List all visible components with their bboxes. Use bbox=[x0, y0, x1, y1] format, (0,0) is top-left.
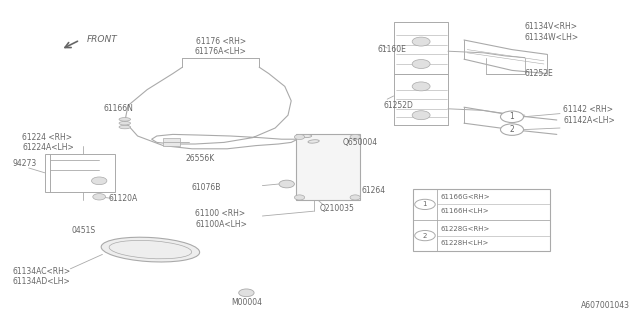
Circle shape bbox=[412, 60, 430, 68]
Text: 0451S: 0451S bbox=[71, 226, 95, 235]
Text: Q210035: Q210035 bbox=[320, 204, 355, 212]
Circle shape bbox=[350, 134, 360, 140]
Text: 61100 <RH>
61100A<LH>: 61100 <RH> 61100A<LH> bbox=[195, 210, 247, 229]
Bar bbox=[413, 189, 550, 251]
Circle shape bbox=[239, 289, 254, 297]
Circle shape bbox=[93, 194, 106, 200]
Text: 61160E: 61160E bbox=[378, 45, 406, 54]
Circle shape bbox=[415, 230, 435, 241]
Text: 61264: 61264 bbox=[362, 186, 386, 195]
Text: 61120A: 61120A bbox=[109, 194, 138, 203]
Text: 61228H<LH>: 61228H<LH> bbox=[440, 240, 489, 246]
Text: 2: 2 bbox=[509, 125, 515, 134]
Text: 1: 1 bbox=[422, 201, 428, 207]
Text: 61224 <RH>
61224A<LH>: 61224 <RH> 61224A<LH> bbox=[22, 133, 74, 152]
Text: M00004: M00004 bbox=[231, 298, 262, 307]
Text: FRONT: FRONT bbox=[86, 35, 117, 44]
Bar bbox=[163, 138, 180, 142]
Circle shape bbox=[294, 195, 305, 200]
Text: 26556K: 26556K bbox=[186, 154, 215, 163]
Text: 61166N: 61166N bbox=[104, 104, 133, 113]
Text: 61076B: 61076B bbox=[192, 183, 221, 192]
Circle shape bbox=[92, 177, 107, 185]
Circle shape bbox=[294, 134, 305, 140]
Bar bbox=[296, 134, 360, 200]
Ellipse shape bbox=[101, 237, 200, 262]
Circle shape bbox=[350, 195, 360, 200]
Text: 61252D: 61252D bbox=[384, 101, 414, 110]
Text: 61228G<RH>: 61228G<RH> bbox=[440, 226, 490, 232]
Circle shape bbox=[500, 111, 524, 123]
Text: 61176 <RH>
61176A<LH>: 61176 <RH> 61176A<LH> bbox=[195, 37, 247, 56]
Text: A607001043: A607001043 bbox=[581, 301, 630, 310]
Text: 61134AC<RH>
61134AD<LH>: 61134AC<RH> 61134AD<LH> bbox=[13, 267, 71, 286]
Text: 61166G<RH>: 61166G<RH> bbox=[440, 194, 490, 200]
Circle shape bbox=[412, 82, 430, 91]
Ellipse shape bbox=[119, 118, 131, 121]
Circle shape bbox=[412, 37, 430, 46]
Text: 61142 <RH>
61142A<LH>: 61142 <RH> 61142A<LH> bbox=[563, 106, 615, 125]
Text: 1: 1 bbox=[509, 112, 515, 121]
Text: 61166H<LH>: 61166H<LH> bbox=[440, 208, 489, 214]
Text: 2: 2 bbox=[423, 233, 427, 239]
Ellipse shape bbox=[119, 121, 131, 125]
Ellipse shape bbox=[308, 140, 319, 143]
Circle shape bbox=[412, 111, 430, 120]
Bar bbox=[45, 154, 115, 192]
Circle shape bbox=[500, 124, 524, 135]
Text: 94273: 94273 bbox=[13, 159, 37, 168]
Ellipse shape bbox=[119, 125, 131, 129]
Text: 61252E: 61252E bbox=[525, 69, 554, 78]
Text: Q650004: Q650004 bbox=[342, 138, 378, 147]
Circle shape bbox=[415, 199, 435, 210]
Circle shape bbox=[279, 180, 294, 188]
Text: 61134V<RH>
61134W<LH>: 61134V<RH> 61134W<LH> bbox=[525, 22, 579, 42]
Ellipse shape bbox=[300, 134, 312, 138]
Bar bbox=[163, 142, 180, 146]
